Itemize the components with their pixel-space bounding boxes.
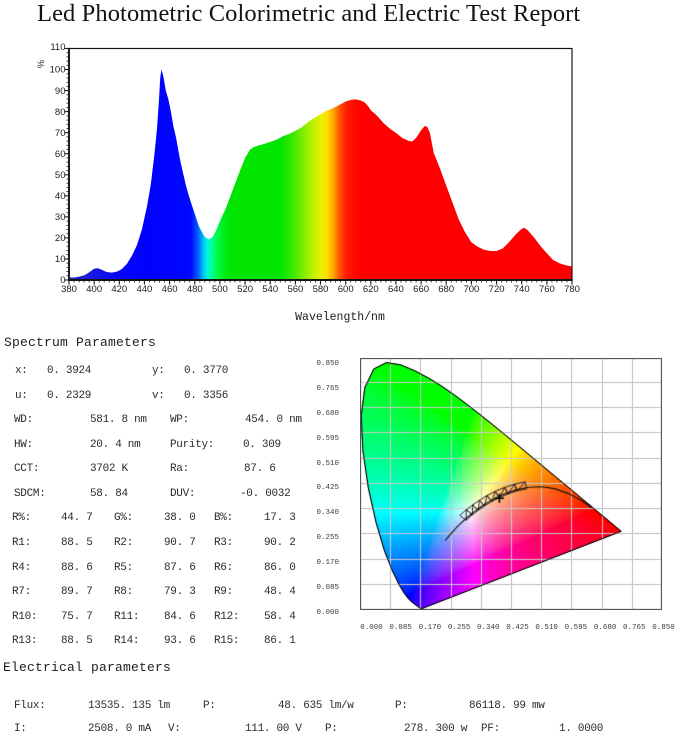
- svg-text:720: 720: [489, 284, 505, 295]
- svg-text:90: 90: [55, 86, 66, 97]
- svg-text:560: 560: [287, 284, 303, 295]
- svg-text:110: 110: [50, 42, 65, 53]
- svg-text:460: 460: [162, 284, 178, 295]
- svg-text:70: 70: [55, 128, 66, 139]
- svg-text:660: 660: [413, 284, 429, 295]
- svg-text:580: 580: [313, 284, 329, 295]
- svg-text:400: 400: [86, 284, 102, 295]
- svg-text:%: %: [36, 60, 46, 68]
- svg-text:80: 80: [55, 107, 66, 118]
- svg-text:30: 30: [55, 212, 66, 223]
- svg-text:20: 20: [55, 233, 66, 244]
- svg-text:600: 600: [338, 284, 354, 295]
- svg-text:420: 420: [111, 284, 127, 295]
- svg-text:740: 740: [514, 284, 530, 295]
- svg-text:760: 760: [539, 284, 555, 295]
- svg-text:540: 540: [262, 284, 278, 295]
- svg-text:620: 620: [363, 284, 379, 295]
- svg-text:440: 440: [136, 284, 152, 295]
- svg-text:680: 680: [438, 284, 454, 295]
- svg-text:0: 0: [60, 275, 65, 286]
- svg-text:40: 40: [55, 191, 66, 202]
- svg-text:10: 10: [55, 254, 66, 265]
- svg-text:780: 780: [564, 284, 580, 295]
- svg-text:640: 640: [388, 284, 404, 295]
- svg-text:500: 500: [212, 284, 228, 295]
- svg-text:380: 380: [61, 284, 77, 295]
- svg-text:100: 100: [50, 65, 66, 76]
- svg-text:700: 700: [463, 284, 479, 295]
- svg-text:60: 60: [55, 149, 66, 160]
- svg-text:50: 50: [55, 170, 66, 181]
- svg-text:480: 480: [187, 284, 203, 295]
- svg-text:520: 520: [237, 284, 253, 295]
- svg-text:Wavelength/nm: Wavelength/nm: [295, 311, 385, 324]
